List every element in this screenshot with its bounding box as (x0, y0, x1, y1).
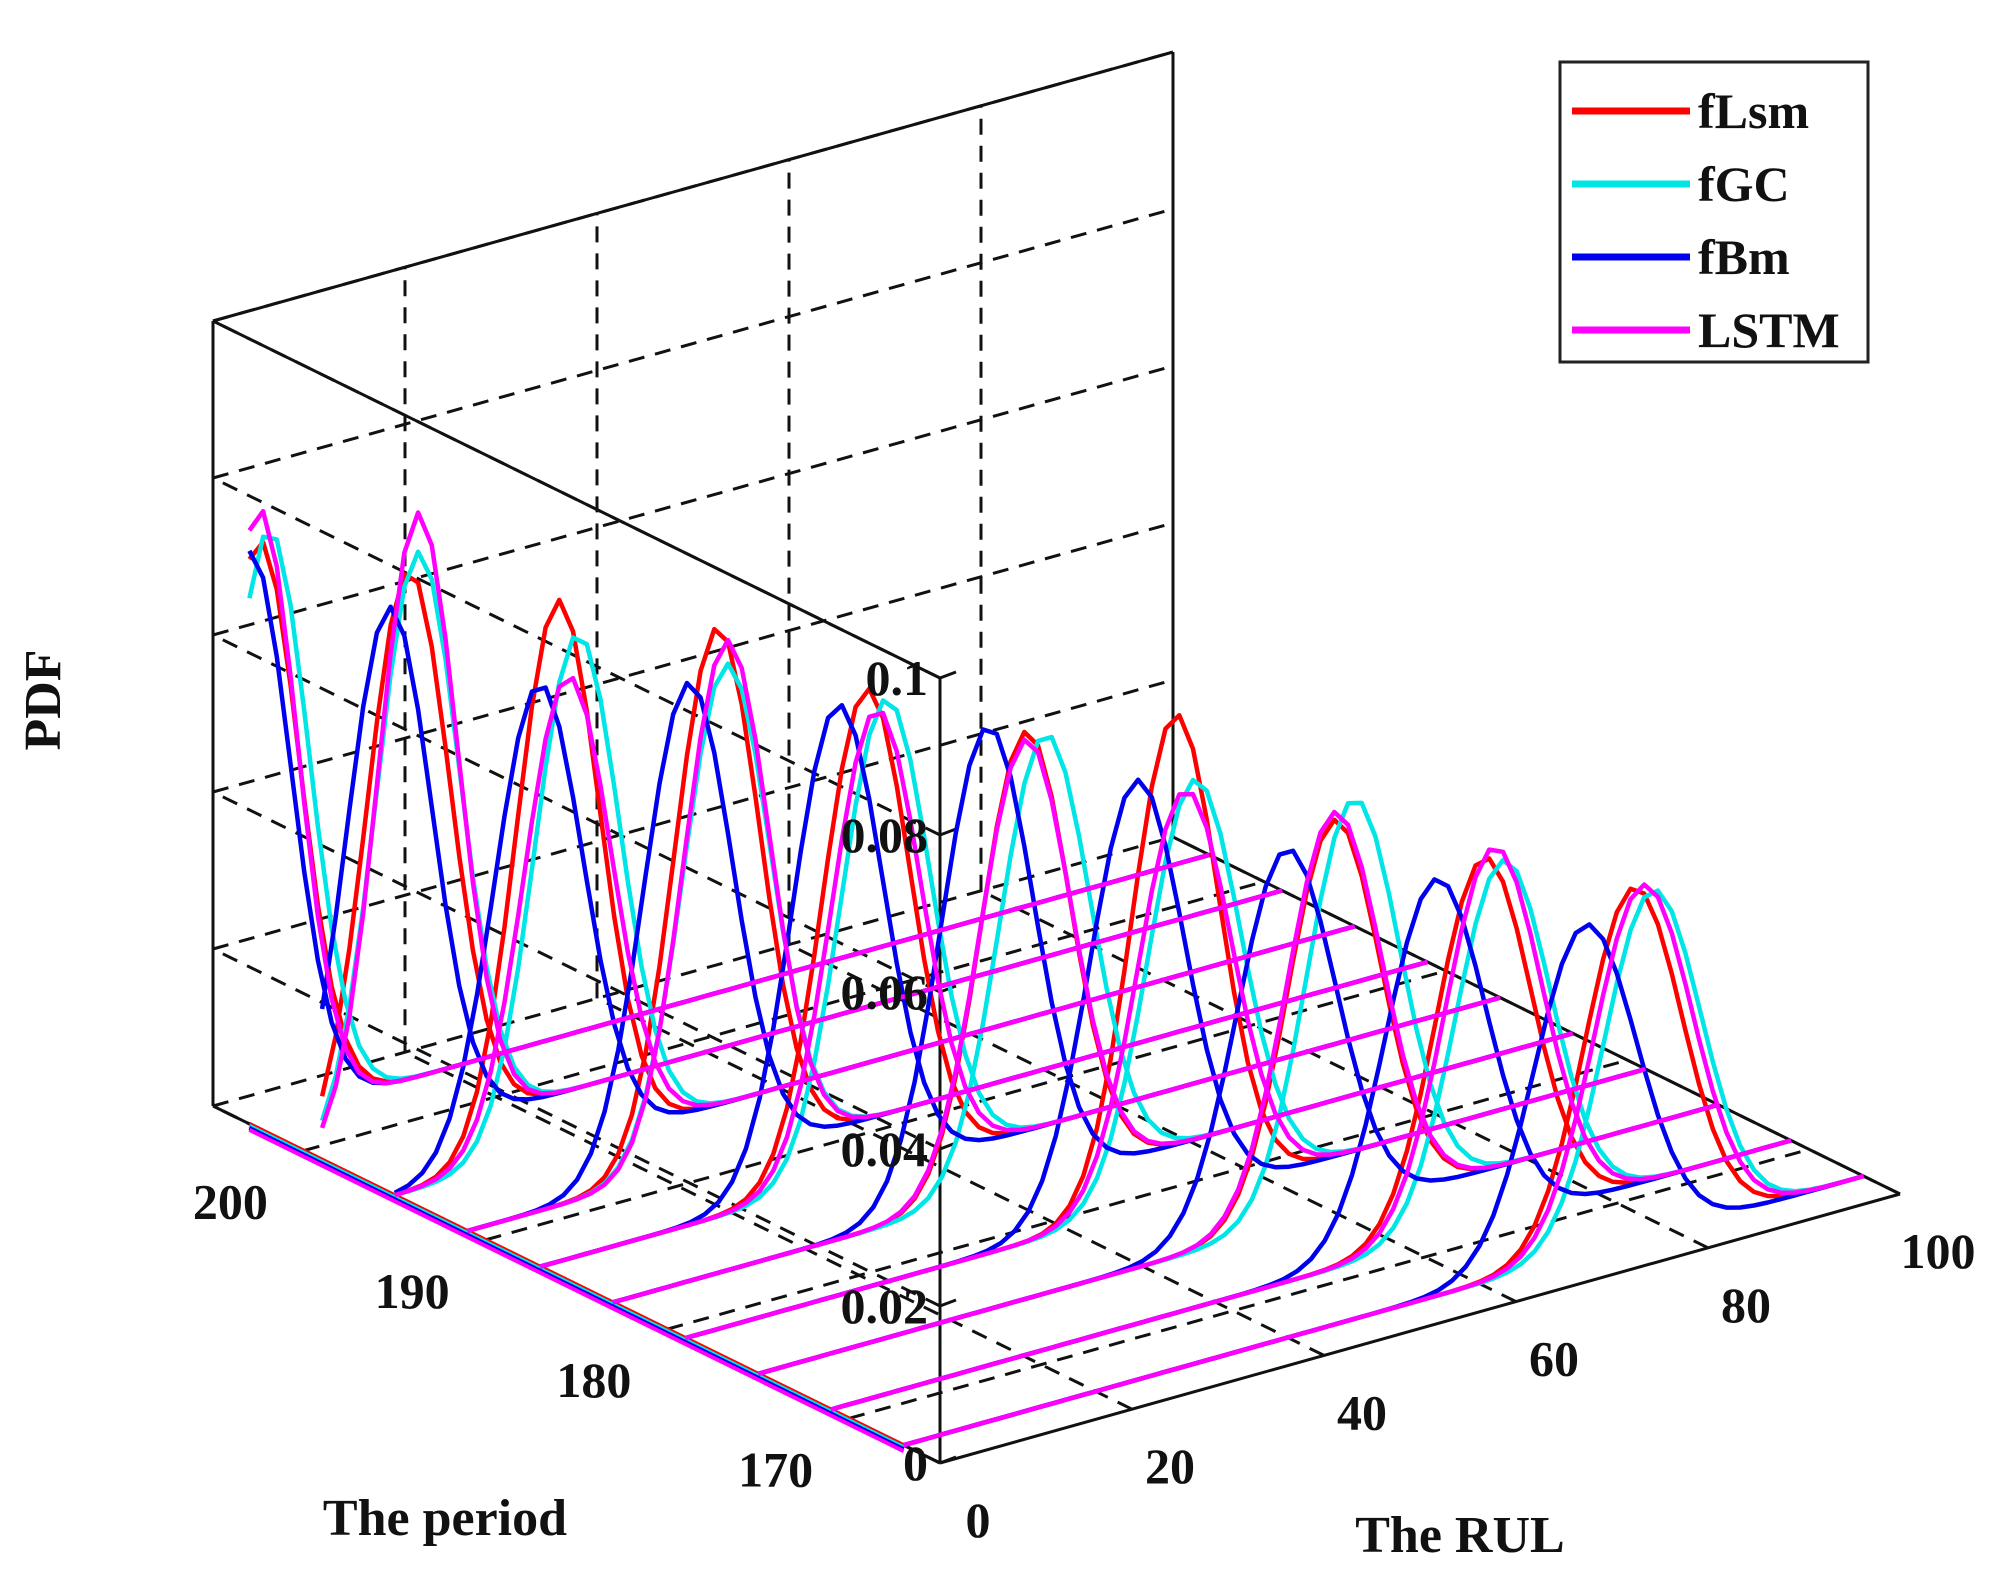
y-tick-label: 190 (375, 1263, 450, 1319)
grid-line (303, 880, 1265, 1153)
z-tick-mark (939, 1298, 957, 1308)
pdf-curve (684, 791, 1647, 1341)
x-tick-label: 20 (1145, 1438, 1195, 1494)
series-LSTM (247, 508, 1865, 1453)
z-tick-mark (939, 1455, 957, 1465)
x-tick-label: 40 (1337, 1384, 1387, 1440)
axis-edge (212, 319, 941, 680)
z-tick-label: 0.04 (841, 1121, 929, 1177)
pdf-curve (394, 675, 1356, 1198)
series-baseline (248, 1128, 905, 1453)
z-tick-label: 0 (903, 1435, 928, 1491)
x-tick-label: 0 (966, 1492, 991, 1548)
pdf-curve (466, 637, 1429, 1234)
z-tick-label: 0.08 (841, 807, 929, 863)
axis-edge (212, 50, 1174, 323)
grid-line (212, 835, 1174, 1108)
pdf-axis-label: PDF (15, 649, 72, 750)
pdf-curve (830, 847, 1792, 1412)
grid-line (212, 207, 1174, 480)
pdf-curve (684, 712, 1647, 1341)
rul-axis-label: The RUL (1355, 1507, 1564, 1564)
series-curves (247, 508, 1865, 1453)
x-tick-label: 60 (1529, 1331, 1579, 1387)
legend: fLsm fGC fBm LSTM (1558, 60, 1870, 364)
z-tick-label: 0.06 (841, 964, 929, 1020)
x-tick-label: 100 (1901, 1223, 1976, 1279)
y-tick-label: 180 (556, 1352, 631, 1408)
legend-label: fLsm (1698, 83, 1809, 139)
axis-edge (939, 1192, 1901, 1465)
legend-label: fBm (1698, 229, 1790, 285)
pdf-curve (539, 710, 1501, 1269)
y-tick-label: 200 (193, 1174, 268, 1230)
z-tick-label: 0.1 (866, 650, 929, 706)
grid-line (666, 1058, 1628, 1331)
pdf-curve (902, 882, 1865, 1448)
pdf-curve (612, 737, 1574, 1305)
x-tick-label: 80 (1721, 1277, 1771, 1333)
legend-label: fGC (1698, 156, 1790, 212)
z-tick-mark (939, 670, 957, 680)
period-axis-label: The period (323, 1490, 567, 1547)
legend-label: LSTM (1698, 302, 1840, 358)
grid-line (848, 1147, 1810, 1420)
y-tick-label: 170 (738, 1441, 813, 1497)
z-tick-mark (939, 827, 957, 837)
pdf-curve (757, 809, 1719, 1376)
tick-labels: 0 0.02 0.04 0.06 0.08 0.1 0 20 40 60 80 100 170 180 19… (193, 650, 1976, 1548)
z-tick-label: 0.02 (841, 1278, 929, 1334)
grid-line (212, 364, 1174, 637)
pdf-curve (247, 508, 1210, 1086)
